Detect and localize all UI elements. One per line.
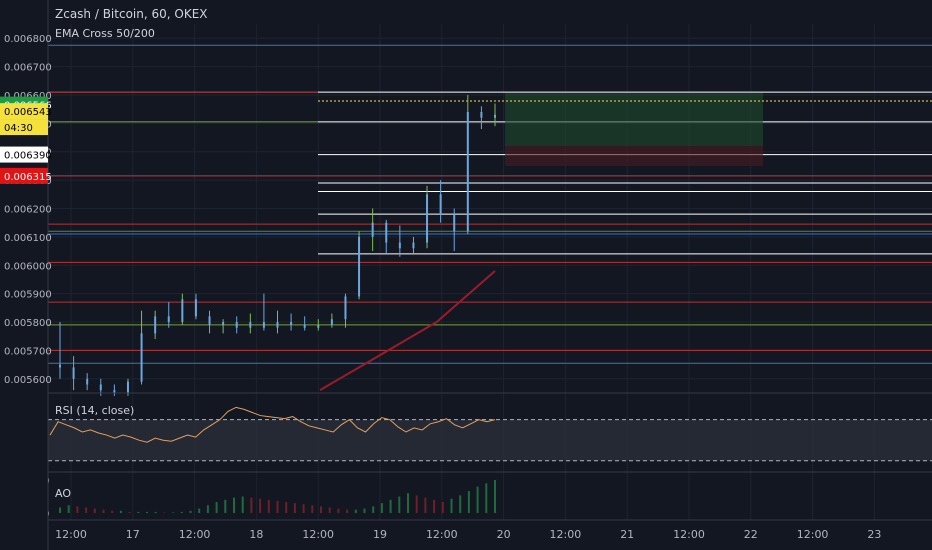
time-tick-label: 12:00 xyxy=(673,528,705,541)
candle-body xyxy=(303,324,306,328)
time-tick-label: 19 xyxy=(373,528,387,541)
candle-body xyxy=(167,316,170,323)
candle-body xyxy=(72,367,75,379)
candle-body xyxy=(371,222,374,237)
ema-200-line xyxy=(319,270,496,392)
price-tick-label: 0.006700 xyxy=(4,63,52,74)
rsi-indicator-label[interactable]: RSI (14, close) xyxy=(55,404,134,417)
candle-body xyxy=(398,242,401,249)
candle-body xyxy=(494,114,496,118)
candle-body xyxy=(86,378,89,385)
candle-body xyxy=(480,111,483,118)
candle-body xyxy=(358,236,361,297)
candle-body xyxy=(290,322,293,325)
candle-body xyxy=(59,364,61,368)
price-tick-label: 0.006800 xyxy=(4,34,52,45)
price-tick-label: 0.005700 xyxy=(4,346,52,357)
candle-body xyxy=(466,111,469,232)
candle-body xyxy=(412,242,415,249)
ema-line xyxy=(319,270,496,392)
time-tick-label: 12:00 xyxy=(550,528,582,541)
candle-body xyxy=(317,324,320,328)
candle-body xyxy=(181,299,184,323)
time-tick-label: 23 xyxy=(867,528,881,541)
price-tag-bg xyxy=(0,103,48,120)
candle-body xyxy=(344,296,347,320)
time-tick-label: 12:00 xyxy=(55,528,87,541)
candle-body xyxy=(262,322,265,328)
level-lines xyxy=(48,44,932,364)
ema-indicator-label[interactable]: EMA Cross 50/200 xyxy=(55,27,155,40)
candle-body xyxy=(126,381,129,393)
time-tick-label: 18 xyxy=(249,528,263,541)
price-tag-bg xyxy=(0,119,48,136)
candle-body xyxy=(194,299,197,317)
price-tick-label: 0.005800 xyxy=(4,318,52,329)
time-tick-label: 20 xyxy=(497,528,511,541)
rsi-line xyxy=(49,406,496,443)
price-axis-bg[interactable] xyxy=(0,0,48,550)
price-tick-label: 0.006600 xyxy=(4,91,52,102)
price-tick-label: 0.006200 xyxy=(4,205,52,216)
ao-indicator-label[interactable]: AO xyxy=(55,487,71,500)
rsi-band xyxy=(48,419,932,461)
price-tag-label: 04:30 xyxy=(4,123,33,134)
price-tick-label: 0.006000 xyxy=(4,261,52,272)
candle-body xyxy=(208,316,211,325)
candle-body xyxy=(426,194,429,243)
time-tick-label: 17 xyxy=(126,528,140,541)
time-tick-label: 22 xyxy=(744,528,758,541)
candle-body xyxy=(439,194,442,215)
price-tag-label: 0.006390 xyxy=(4,151,52,162)
time-tick-label: 12:00 xyxy=(179,528,211,541)
candle-body xyxy=(222,322,225,325)
candle-body xyxy=(140,333,143,382)
price-tag-label: 0.006315 xyxy=(4,172,52,183)
candle-body xyxy=(249,322,252,328)
symbol-title[interactable]: Zcash / Bitcoin, 60, OKEX xyxy=(55,7,208,21)
price-tag-bg xyxy=(0,167,48,184)
price-tick-label: 0.005600 xyxy=(4,375,52,386)
candle-body xyxy=(235,322,238,328)
stop-zone xyxy=(505,146,763,166)
candle-body xyxy=(330,319,333,325)
price-tag-bg xyxy=(0,146,48,163)
price-tag-label: 0.006543 xyxy=(4,107,52,118)
candle-body xyxy=(99,384,102,391)
candles xyxy=(59,94,496,396)
price-tick-label: 0.005900 xyxy=(4,290,52,301)
candle-body xyxy=(276,322,279,328)
candle-body xyxy=(385,222,388,243)
time-tick-label: 21 xyxy=(620,528,634,541)
candle-body xyxy=(113,390,116,393)
candle-body xyxy=(453,214,456,232)
target-zone xyxy=(505,93,763,146)
time-tick-label: 12:00 xyxy=(426,528,458,541)
time-tick-label: 12:00 xyxy=(797,528,829,541)
rsi-pane: 80.0040.00 xyxy=(6,405,932,462)
time-axis[interactable]: 12:00 17 12:00 18 12:00 19 12:00 20 12:00 21 12:00… xyxy=(55,528,881,541)
candle-body xyxy=(154,316,157,334)
time-tick-label: 12:00 xyxy=(302,528,334,541)
price-tick-label: 0.006100 xyxy=(4,233,52,244)
